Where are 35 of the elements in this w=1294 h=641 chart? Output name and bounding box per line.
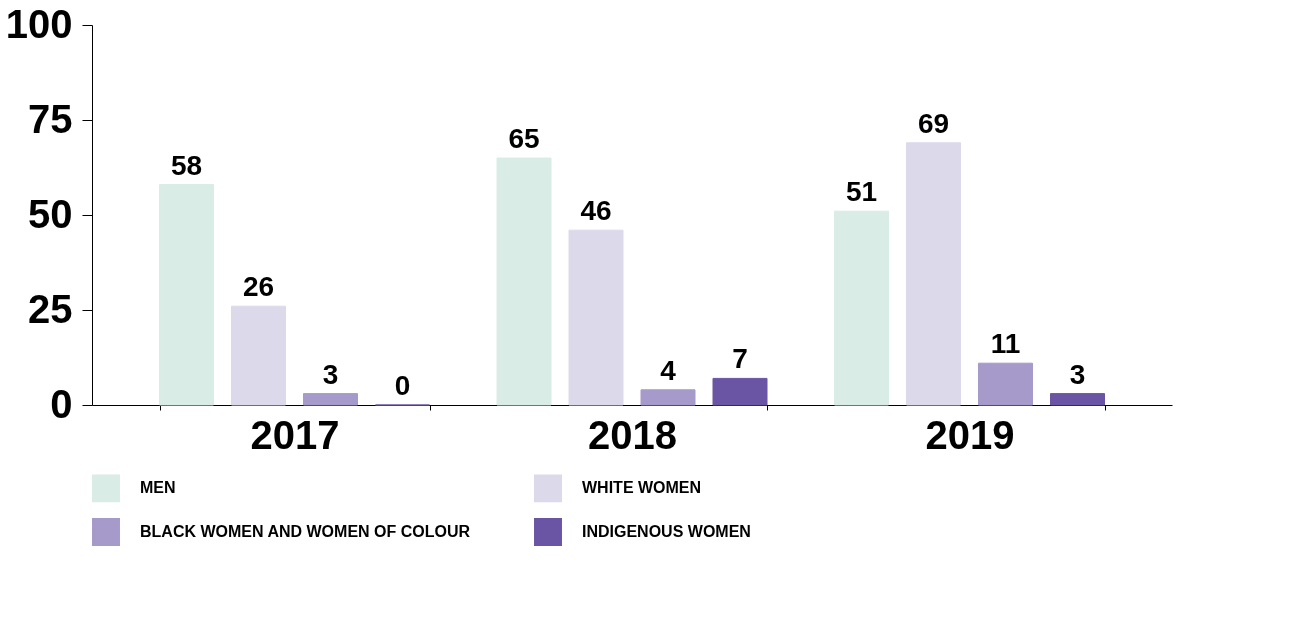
data-label: 0 xyxy=(394,370,411,401)
bar xyxy=(159,184,214,406)
bar xyxy=(834,210,889,406)
y-tick-label: 50 xyxy=(28,191,73,236)
data-label: 69 xyxy=(917,107,950,139)
bar xyxy=(906,142,961,406)
legend-label: INDIGENOUS WOMEN xyxy=(582,523,751,540)
data-label: 51 xyxy=(845,176,878,208)
data-label: 65 xyxy=(508,123,540,154)
y-tick-label: 100 xyxy=(5,1,73,46)
data-label: 11 xyxy=(990,328,1021,360)
bar xyxy=(303,393,358,406)
x-tick-label: 2018 xyxy=(588,412,677,457)
y-tick-label: 0 xyxy=(50,381,73,426)
data-label: 46 xyxy=(580,195,612,227)
bar xyxy=(640,389,696,406)
y-tick-label: 75 xyxy=(28,96,73,141)
data-label: 58 xyxy=(170,149,203,181)
legend-label: MEN xyxy=(140,479,176,497)
bar xyxy=(1050,393,1105,406)
bar xyxy=(496,157,552,406)
data-label: 3 xyxy=(1069,358,1086,390)
data-label: 3 xyxy=(322,358,339,390)
legend-label: BLACK WOMEN AND WOMEN OF COLOUR xyxy=(140,523,471,540)
legend-label: WHITE WOMEN xyxy=(582,479,702,497)
data-label: 7 xyxy=(732,343,748,375)
data-label: 26 xyxy=(242,271,275,303)
data-label: 4 xyxy=(660,354,677,386)
x-tick-label: 2019 xyxy=(925,412,1015,457)
y-tick-label: 25 xyxy=(28,286,73,331)
bar xyxy=(978,362,1033,406)
x-tick-label: 2017 xyxy=(250,412,340,457)
bar xyxy=(231,305,286,406)
bar xyxy=(712,377,768,406)
bar xyxy=(568,229,624,406)
